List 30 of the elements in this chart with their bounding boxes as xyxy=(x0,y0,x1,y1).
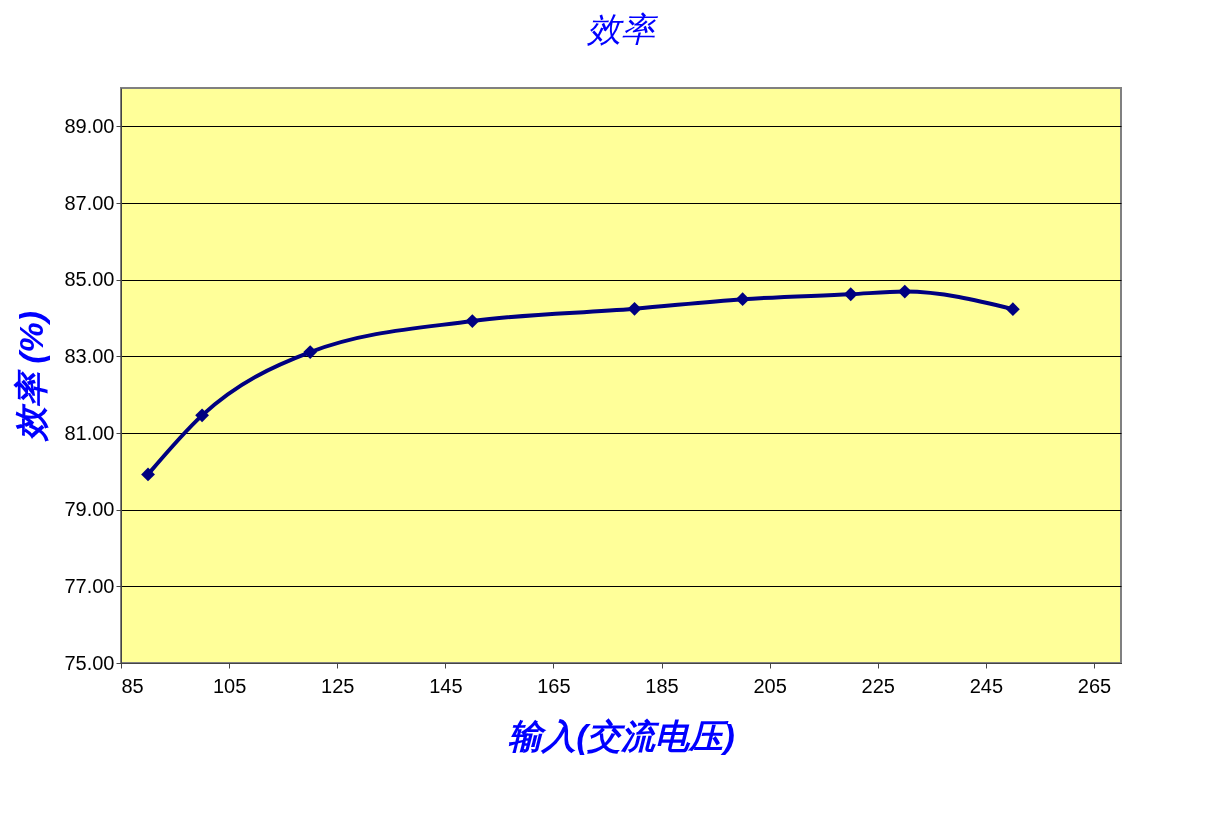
x-tick-label: 125 xyxy=(321,674,355,697)
y-tick-label: 83.00 xyxy=(64,344,115,367)
point xyxy=(843,287,858,302)
x-tick-label: 265 xyxy=(1077,674,1112,697)
point xyxy=(735,292,750,307)
point xyxy=(897,284,912,299)
y-tick-label: 75.00 xyxy=(64,651,115,674)
x-tick-label: 185 xyxy=(645,674,679,697)
y-tick-label: 87.00 xyxy=(64,191,115,214)
y-tick-label: 89.00 xyxy=(64,114,115,137)
x-tick-label: 225 xyxy=(861,674,895,697)
point xyxy=(627,301,642,316)
y-tick-label: 85.00 xyxy=(64,268,115,291)
y-tick-label: 79.00 xyxy=(64,498,115,521)
y-axis-title: 效率 (%) xyxy=(12,310,51,443)
point xyxy=(465,314,480,328)
x-tick-label: 245 xyxy=(969,674,1004,697)
point xyxy=(1006,302,1020,317)
x-tick-label: 85 xyxy=(121,674,144,697)
x-tick-label: 165 xyxy=(537,674,571,697)
point xyxy=(195,408,209,423)
x-tick-label: 145 xyxy=(429,674,463,697)
x-tick-label: 105 xyxy=(212,674,247,697)
chart-title: 效率 xyxy=(587,10,659,48)
x-tick-label: 205 xyxy=(753,674,787,697)
point xyxy=(303,345,318,360)
x-axis-title: 输入(交流电压) xyxy=(508,716,735,755)
point xyxy=(141,467,155,482)
y-tick-label: 81.00 xyxy=(64,421,115,444)
y-tick-label: 77.00 xyxy=(64,574,115,597)
